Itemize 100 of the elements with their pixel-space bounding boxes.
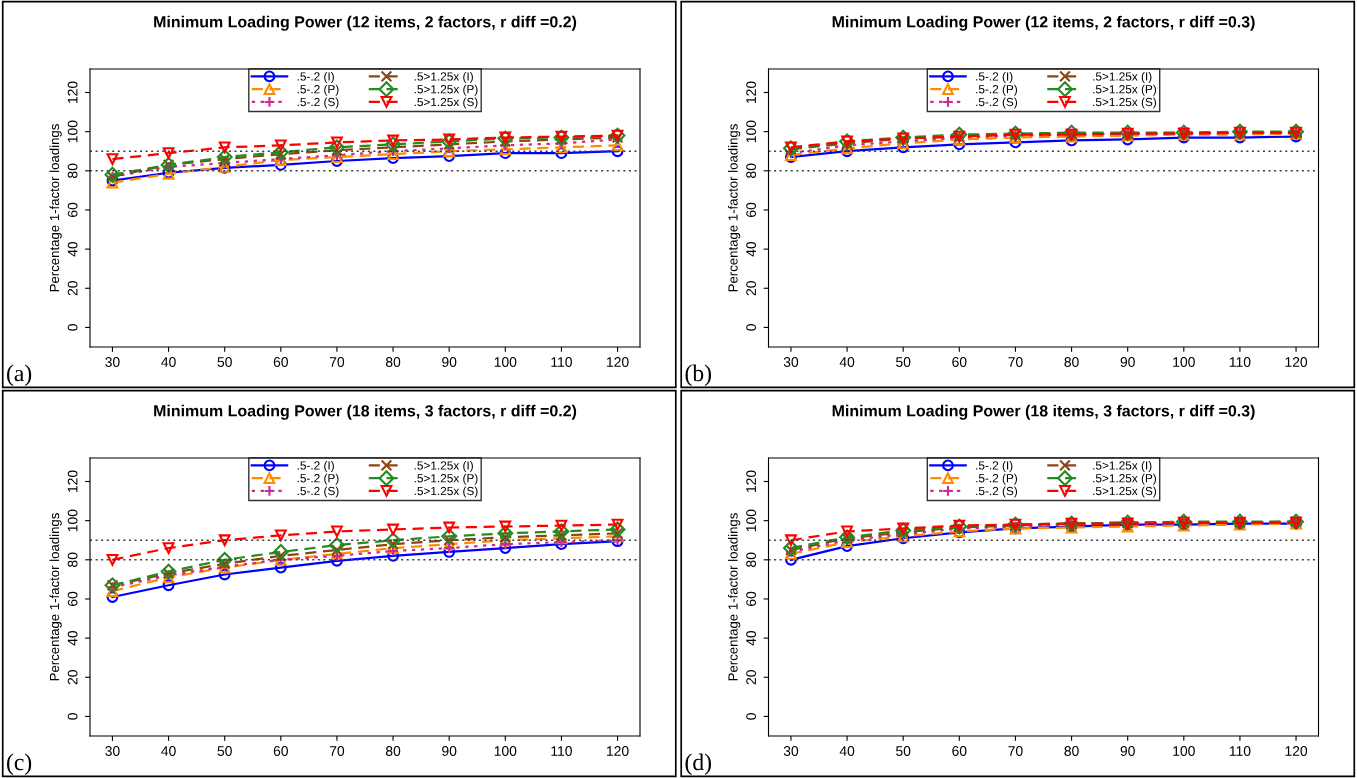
legend-label: .5>1.25x (S) bbox=[414, 486, 478, 498]
x-tick-label: 120 bbox=[607, 746, 629, 756]
x-tick-label: 80 bbox=[385, 357, 401, 367]
y-tick-label: 100 bbox=[746, 120, 757, 143]
x-tick-label: 70 bbox=[1008, 746, 1023, 756]
legend-label: .5-.2 (S) bbox=[976, 486, 1018, 498]
x-tick-label: 60 bbox=[952, 746, 967, 756]
x-tick-label: 100 bbox=[1173, 357, 1195, 367]
x-tick-label: 120 bbox=[1285, 357, 1308, 367]
y-tick-label: 0 bbox=[67, 713, 78, 720]
y-tick-label: 120 bbox=[67, 470, 78, 493]
x-tick-label: 70 bbox=[329, 746, 345, 756]
x-tick-label: 50 bbox=[217, 357, 232, 367]
y-tick-label: 60 bbox=[746, 202, 757, 217]
x-tick-label: 30 bbox=[783, 746, 799, 756]
chart-title: Minimum Loading Power (18 items, 3 factors, r diff =0.2) bbox=[154, 404, 577, 420]
chart-title: Minimum Loading Power (12 items, 2 factors, r diff =0.2) bbox=[154, 15, 577, 31]
legend-label: .5-.2 (P) bbox=[976, 473, 1018, 485]
legend-label: .5>1.25x (I) bbox=[414, 460, 473, 472]
legend-label: .5>1.25x (P) bbox=[414, 84, 478, 96]
y-tick-label: 100 bbox=[67, 509, 78, 532]
x-tick-label: 60 bbox=[952, 357, 967, 367]
x-tick-label: 80 bbox=[1064, 746, 1079, 756]
y-tick-label: 20 bbox=[67, 670, 78, 685]
y-tick-label: 100 bbox=[746, 509, 757, 532]
legend-label: .5>1.25x (P) bbox=[414, 473, 478, 485]
x-tick-label: 30 bbox=[105, 746, 120, 756]
x-tick-label: 110 bbox=[551, 357, 572, 367]
x-tick-label: 120 bbox=[1285, 746, 1308, 756]
legend-label: .5-.2 (S) bbox=[297, 486, 339, 498]
x-tick-label: 50 bbox=[217, 746, 232, 756]
y-tick-label: 20 bbox=[746, 670, 757, 685]
x-tick-label: 80 bbox=[385, 746, 401, 756]
y-tick-label: 60 bbox=[67, 202, 78, 217]
x-tick-label: 110 bbox=[551, 746, 572, 756]
y-tick-label: 80 bbox=[746, 163, 757, 178]
legend-label: .5>1.25x (S) bbox=[414, 97, 478, 109]
y-axis-title: Percentage 1-factor loadings bbox=[49, 124, 62, 292]
x-tick-label: 50 bbox=[896, 357, 911, 367]
legend-label: .5>1.25x (P) bbox=[1093, 473, 1157, 485]
x-tick-label: 90 bbox=[442, 746, 457, 756]
legend-label: .5-.2 (I) bbox=[297, 71, 334, 83]
y-tick-label: 0 bbox=[746, 324, 757, 331]
x-tick-label: 90 bbox=[1120, 746, 1135, 756]
x-tick-label: 40 bbox=[161, 357, 176, 367]
legend-label: .5-.2 (P) bbox=[297, 84, 339, 96]
legend-label: .5-.2 (P) bbox=[297, 473, 339, 485]
legend-label: .5-.2 (I) bbox=[976, 71, 1013, 83]
x-tick-label: 60 bbox=[273, 357, 288, 367]
y-axis-title: Percentage 1-factor loadings bbox=[49, 513, 62, 681]
y-tick-label: 60 bbox=[746, 591, 757, 606]
legend-label: .5-.2 (P) bbox=[976, 84, 1018, 96]
y-tick-label: 80 bbox=[746, 552, 757, 567]
legend-label: .5>1.25x (S) bbox=[1093, 97, 1157, 109]
y-axis-title: Percentage 1-factor loadings bbox=[727, 124, 741, 292]
y-tick-label: 120 bbox=[746, 470, 757, 493]
x-tick-label: 40 bbox=[161, 746, 176, 756]
x-tick-label: 50 bbox=[896, 746, 911, 756]
x-tick-label: 30 bbox=[783, 357, 799, 367]
legend-label: .5>1.25x (I) bbox=[1093, 460, 1152, 472]
y-tick-label: 20 bbox=[746, 281, 757, 296]
x-tick-label: 90 bbox=[1120, 357, 1135, 367]
legend-label: .5>1.25x (I) bbox=[1093, 71, 1152, 83]
legend-label: .5>1.25x (S) bbox=[1093, 486, 1157, 498]
legend-label: .5-.2 (S) bbox=[976, 97, 1018, 109]
y-tick-label: 0 bbox=[67, 324, 78, 331]
legend-label: .5>1.25x (P) bbox=[1093, 84, 1157, 96]
y-tick-label: 120 bbox=[746, 81, 757, 104]
y-tick-label: 40 bbox=[67, 630, 78, 646]
y-tick-label: 40 bbox=[67, 241, 78, 257]
legend-label: .5>1.25x (I) bbox=[414, 71, 473, 83]
x-tick-label: 30 bbox=[105, 357, 120, 367]
y-axis-title: Percentage 1-factor loadings bbox=[727, 513, 741, 681]
y-tick-label: 60 bbox=[67, 591, 78, 606]
x-tick-label: 90 bbox=[442, 357, 457, 367]
legend-label: .5-.2 (I) bbox=[976, 460, 1013, 472]
y-tick-label: 120 bbox=[67, 81, 78, 104]
y-tick-label: 40 bbox=[746, 630, 757, 646]
y-tick-label: 40 bbox=[746, 241, 757, 257]
y-tick-label: 20 bbox=[67, 281, 78, 296]
x-tick-label: 100 bbox=[494, 746, 517, 756]
x-tick-label: 80 bbox=[1064, 357, 1079, 367]
chart-title: Minimum Loading Power (18 items, 3 factors, r diff =0.3) bbox=[832, 404, 1255, 420]
x-tick-label: 100 bbox=[494, 357, 517, 367]
y-tick-label: 80 bbox=[67, 163, 78, 178]
text: (c) bbox=[7, 753, 32, 776]
x-tick-label: 40 bbox=[839, 357, 855, 367]
chart-title: Minimum Loading Power (12 items, 2 factors, r diff =0.3) bbox=[832, 15, 1255, 31]
x-tick-label: 110 bbox=[1229, 746, 1251, 756]
y-tick-label: 80 bbox=[67, 552, 78, 567]
legend-label: .5-.2 (S) bbox=[297, 97, 339, 109]
text: (d) bbox=[685, 753, 711, 776]
text: (a) bbox=[7, 364, 32, 387]
y-tick-label: 0 bbox=[746, 713, 757, 720]
legend-label: .5-.2 (I) bbox=[297, 460, 334, 472]
text: (b) bbox=[685, 364, 711, 387]
y-tick-label: 100 bbox=[67, 120, 78, 143]
x-tick-label: 70 bbox=[1008, 357, 1023, 367]
x-tick-label: 60 bbox=[273, 746, 288, 756]
x-tick-label: 120 bbox=[607, 357, 629, 367]
